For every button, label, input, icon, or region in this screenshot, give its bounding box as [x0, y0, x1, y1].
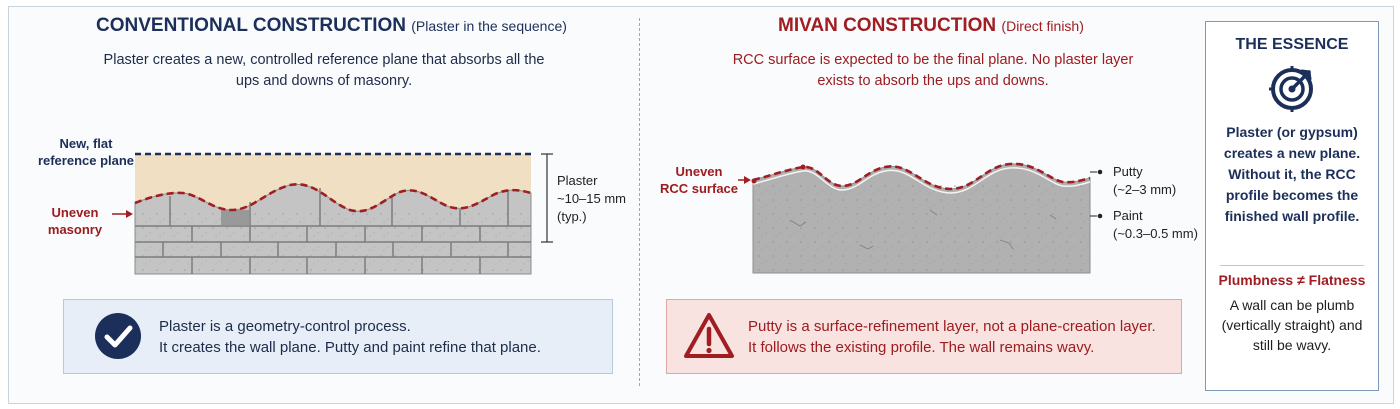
essence-divider [1220, 265, 1364, 266]
uneven-masonry-label: Uneven masonry [40, 204, 110, 238]
warning-triangle-icon [684, 313, 734, 358]
conventional-subtitle: (Plaster in the sequence) [411, 18, 567, 34]
reference-plane-label-line2: reference plane [37, 153, 135, 168]
target-icon [1269, 66, 1313, 112]
conventional-box-text: Plaster is a geometry-control process. I… [159, 316, 541, 358]
putty-label-group: Putty (~2–3 mm) [1113, 163, 1176, 199]
reference-plane-label-line1: New, flat [59, 136, 113, 151]
uneven-masonry-label-line1: Uneven [51, 205, 99, 220]
mivan-subtitle: (Direct finish) [1001, 18, 1084, 34]
plaster-thickness: ~10–15 mm [557, 191, 627, 206]
mivan-box-line1: Putty is a surface-refinement layer, not… [748, 318, 1156, 335]
uneven-rcc-label-line1: Uneven [675, 164, 723, 179]
plaster-typ: (typ.) [557, 209, 587, 224]
paint-label-group: Paint (~0.3–0.5 mm) [1113, 207, 1198, 243]
conventional-title-text: CONVENTIONAL CONSTRUCTION [96, 15, 406, 36]
paint-thickness: (~0.3–0.5 mm) [1113, 226, 1198, 241]
uneven-masonry-label-line2: masonry [47, 222, 103, 237]
check-circle-icon [95, 313, 141, 359]
column-divider [639, 18, 640, 386]
essence-body: Plaster (or gypsum) creates a new plane.… [1223, 124, 1361, 224]
conventional-box-line1: Plaster is a geometry-control process. [159, 318, 411, 335]
putty-label: Putty [1113, 164, 1143, 179]
mivan-lead: RCC surface is expected to be the final … [732, 52, 1134, 89]
mivan-box-text: Putty is a surface-refinement layer, not… [748, 316, 1156, 358]
uneven-rcc-label: Uneven RCC surface [654, 163, 744, 197]
essence-body2: A wall can be plumb (vertically straight… [1221, 297, 1363, 353]
reference-plane-label: New, flat reference plane [34, 135, 138, 169]
putty-thickness: (~2–3 mm) [1113, 182, 1177, 197]
conventional-info-box: Plaster is a geometry-control process. I… [63, 299, 613, 374]
uneven-rcc-label-line2: RCC surface [659, 181, 739, 196]
mivan-title: MIVAN CONSTRUCTION (Direct finish) [778, 15, 1084, 37]
essence-title: THE ESSENCE [1235, 36, 1349, 53]
essence-subtitle: Plumbness ≠ Flatness [1218, 272, 1366, 288]
paint-label: Paint [1113, 208, 1143, 223]
conventional-lead: Plaster creates a new, controlled refere… [103, 52, 545, 89]
mivan-info-box: Putty is a surface-refinement layer, not… [666, 299, 1182, 374]
mivan-box-line2: It follows the existing profile. The wal… [748, 339, 1095, 356]
conventional-title: CONVENTIONAL CONSTRUCTION (Plaster in th… [96, 15, 567, 37]
plaster-label-group: Plaster ~10–15 mm (typ.) [557, 172, 626, 226]
conventional-box-line2: It creates the wall plane. Putty and pai… [159, 339, 541, 356]
essence-panel: THE ESSENCE Plaster (or gypsum) creates … [1205, 21, 1379, 391]
plaster-label: Plaster [557, 173, 598, 188]
mivan-title-text: MIVAN CONSTRUCTION [778, 15, 997, 36]
